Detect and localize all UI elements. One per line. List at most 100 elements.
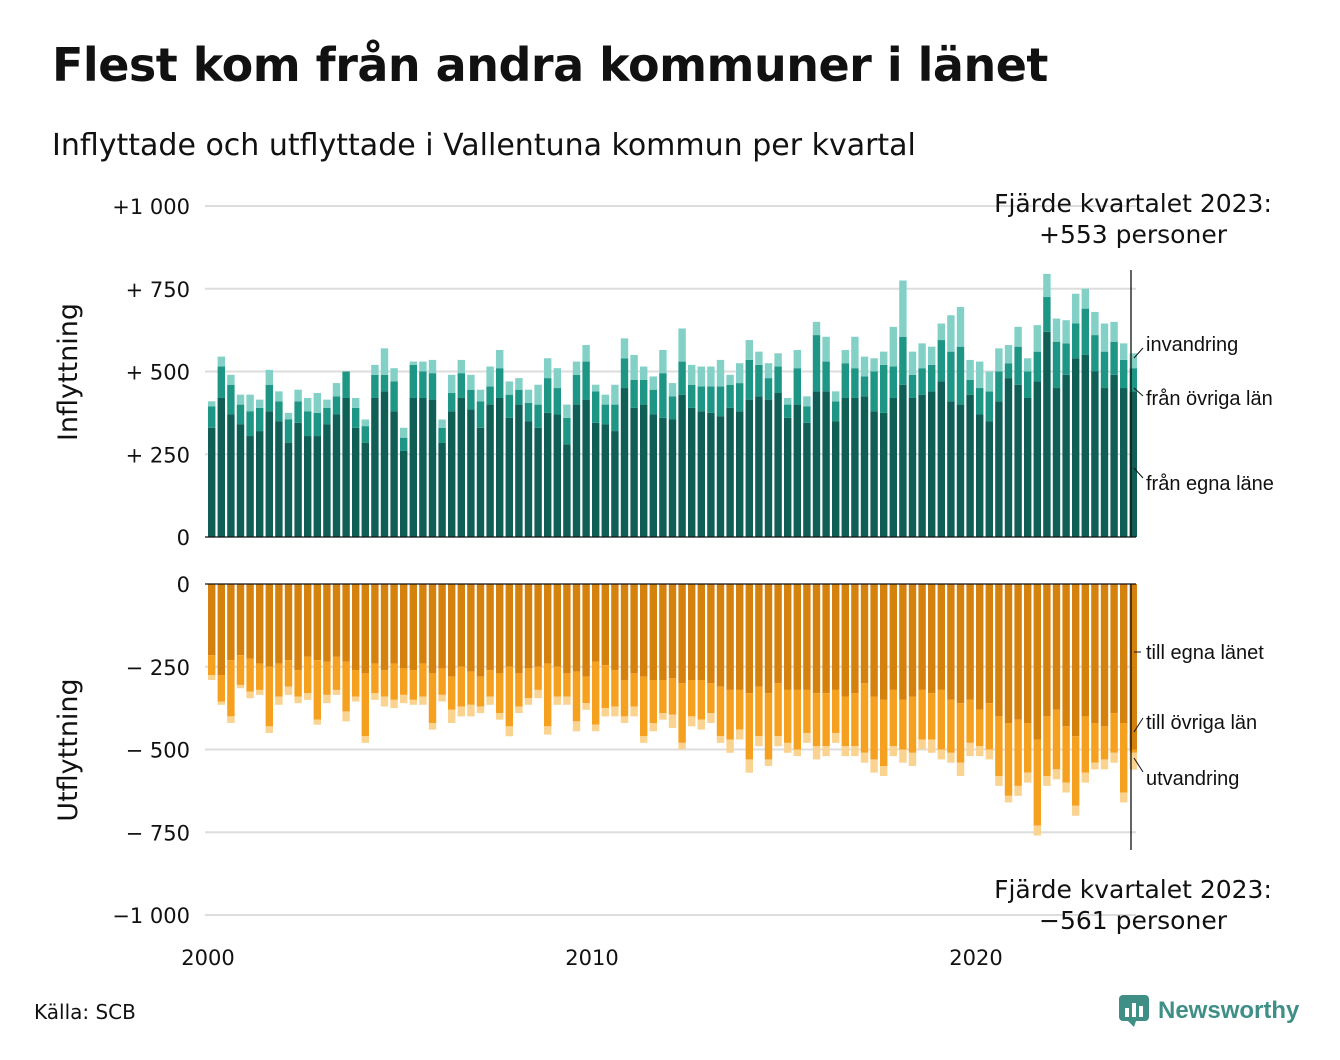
bar-in-1 <box>1100 351 1109 389</box>
series-label-fran-egna-lane: från egna läne <box>1146 473 1274 495</box>
bar-ut-0 <box>217 584 225 676</box>
bar-ut-1 <box>275 663 283 697</box>
bar-in-1 <box>496 368 504 398</box>
bar-in-1 <box>832 401 840 422</box>
bar-ut-1 <box>486 670 494 697</box>
bar-ut-1 <box>716 686 725 737</box>
bar-in-1 <box>688 384 696 408</box>
bar-in-0 <box>256 431 264 537</box>
bar-ut-2 <box>534 689 542 699</box>
bar-in-1 <box>352 407 360 428</box>
bar-ut-2 <box>774 736 782 747</box>
bar-ut-0 <box>1052 584 1061 710</box>
bar-ut-2 <box>419 696 427 705</box>
bar-ut-0 <box>947 584 955 700</box>
bar-in-2 <box>380 348 389 375</box>
bar-ut-0 <box>774 584 782 684</box>
bar-in-0 <box>438 442 446 537</box>
bar-in-0 <box>1062 374 1070 537</box>
bar-ut-0 <box>208 584 216 656</box>
bar-in-2 <box>409 361 417 365</box>
bar-ut-2 <box>1129 752 1137 770</box>
bar-in-0 <box>419 397 427 537</box>
y-tick-label: −1 000 <box>112 904 190 928</box>
bar-in-2 <box>1072 293 1080 324</box>
bar-in-1 <box>582 361 590 400</box>
bar-in-2 <box>640 366 648 380</box>
bar-ut-2 <box>342 711 350 722</box>
y-axis-label-utflyttning: Utflyttning <box>53 678 84 821</box>
bar-in-0 <box>611 431 619 537</box>
bar-ut-1 <box>678 683 686 743</box>
y-tick-label: − 750 <box>126 821 190 845</box>
bar-ut-0 <box>1062 584 1070 727</box>
bar-ut-0 <box>294 584 302 671</box>
bar-ut-0 <box>505 584 513 667</box>
bar-ut-0 <box>1110 584 1118 714</box>
bar-ut-1 <box>832 689 840 733</box>
bar-in-1 <box>544 378 552 413</box>
bar-in-0 <box>870 411 878 537</box>
x-tick-label: 2010 <box>565 946 618 970</box>
bar-ut-0 <box>726 584 734 690</box>
bar-in-0 <box>784 417 792 537</box>
bar-ut-0 <box>1024 584 1032 724</box>
bar-in-0 <box>1024 397 1032 537</box>
bar-in-0 <box>716 416 725 537</box>
bar-ut-2 <box>563 696 571 705</box>
bar-ut-2 <box>496 713 504 720</box>
bar-ut-2 <box>409 699 417 705</box>
bar-in-2 <box>486 366 494 387</box>
bar-ut-1 <box>601 665 609 709</box>
y-tick-label: − 500 <box>126 739 190 763</box>
bar-ut-0 <box>582 584 590 677</box>
bar-ut-1 <box>928 693 936 740</box>
bar-in-1 <box>1062 343 1070 375</box>
bar-in-0 <box>1110 374 1118 537</box>
bar-in-0 <box>1052 388 1061 537</box>
bar-ut-1 <box>553 666 561 697</box>
bar-ut-2 <box>1100 759 1109 770</box>
bar-ut-0 <box>467 584 475 672</box>
bar-in-1 <box>620 358 629 389</box>
bar-ut-1 <box>976 709 984 747</box>
bar-ut-2 <box>995 775 1003 786</box>
bar-ut-1 <box>697 679 705 720</box>
bar-ut-1 <box>476 676 485 707</box>
bar-in-1 <box>956 346 965 405</box>
bar-ut-2 <box>812 746 821 760</box>
bar-ut-0 <box>409 584 417 671</box>
bar-in-0 <box>1081 354 1089 537</box>
bar-in-0 <box>1014 384 1022 537</box>
bar-in-2 <box>918 343 926 369</box>
bar-ut-2 <box>1014 785 1022 796</box>
bar-ut-2 <box>736 729 744 740</box>
bar-in-1 <box>275 401 283 422</box>
bar-in-0 <box>966 394 974 537</box>
bar-in-2 <box>208 401 216 407</box>
bar-ut-1 <box>361 673 369 737</box>
bar-in-0 <box>812 391 821 537</box>
bar-in-2 <box>332 383 341 397</box>
bar-in-1 <box>937 340 945 382</box>
bar-ut-2 <box>620 716 629 724</box>
bar-in-1 <box>371 374 379 398</box>
bar-in-1 <box>1091 335 1099 372</box>
bar-in-0 <box>505 417 513 537</box>
bar-ut-2 <box>832 732 840 743</box>
bar-ut-0 <box>659 584 667 680</box>
bar-ut-1 <box>1072 736 1080 806</box>
bar-ut-2 <box>851 746 859 757</box>
bar-ut-1 <box>889 689 897 747</box>
bar-ut-2 <box>486 696 494 705</box>
bar-ut-1 <box>284 660 293 687</box>
bar-in-0 <box>294 422 302 537</box>
bar-in-2 <box>1062 320 1070 344</box>
bar-in-1 <box>889 366 897 398</box>
bar-in-2 <box>659 349 667 374</box>
bar-ut-0 <box>678 584 686 684</box>
bar-ut-2 <box>908 752 917 767</box>
bar-ut-1 <box>428 673 437 724</box>
bar-ut-1 <box>736 689 744 730</box>
bar-in-2 <box>1120 343 1128 360</box>
